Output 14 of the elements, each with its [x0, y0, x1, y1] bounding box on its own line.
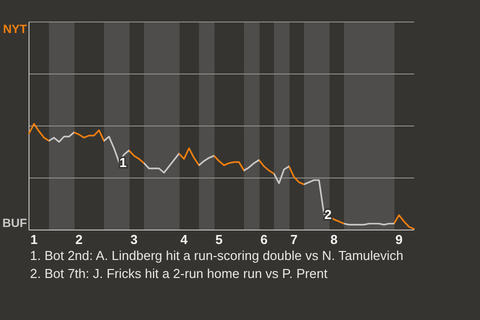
x-tick-label: 3	[130, 232, 138, 247]
x-tick-label: 7	[290, 232, 298, 247]
x-tick-label: 1	[30, 232, 38, 247]
annotation: 1	[119, 155, 127, 170]
x-tick-label: 9	[395, 232, 403, 247]
text: BUF	[2, 216, 27, 230]
text: 2. Bot 7th: J. Fricks hit a 2-run home run vs P. Prent	[30, 266, 328, 281]
text: NYT	[3, 22, 28, 36]
text: 1. Bot 2nd: A. Lindberg hit a run-scoring double vs N. Tamulevich	[30, 248, 404, 263]
x-tick-label: 6	[260, 232, 268, 247]
x-tick-label: 5	[215, 232, 223, 247]
x-tick-label: 8	[330, 232, 338, 247]
x-tick-label: 2	[75, 232, 83, 247]
x-tick-label: 4	[180, 232, 188, 247]
